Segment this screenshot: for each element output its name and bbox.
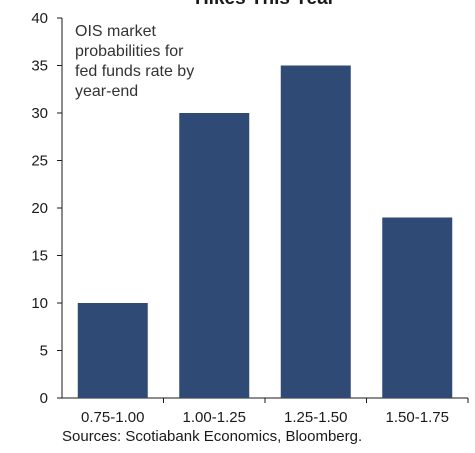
- bars: [77, 65, 453, 398]
- y-tick-label: 30: [31, 105, 48, 122]
- y-tick-label: 20: [31, 200, 48, 217]
- y-tick-label: 15: [31, 248, 48, 265]
- y-tick-label: 35: [31, 58, 48, 75]
- y-tick-labels: 0 5 10 15 20 25 30 35 40: [31, 10, 48, 407]
- y-tick-label: 10: [31, 295, 48, 312]
- x-tick-labels: 0.75-1.00 1.00-1.25 1.25-1.50 1.50-1.75: [81, 409, 449, 426]
- chart-title: Hikes This Year: [195, 0, 336, 9]
- y-tick-label: 25: [31, 153, 48, 170]
- bar: [382, 217, 453, 398]
- source-note: Sources: Scotiabank Economics, Bloomberg…: [62, 428, 363, 445]
- annotation-line: year-end: [75, 83, 139, 100]
- bar: [179, 113, 250, 398]
- bar: [280, 65, 351, 398]
- bar: [77, 303, 148, 398]
- annotation-line: OIS market: [75, 23, 156, 40]
- x-tick-label: 1.25-1.50: [284, 409, 347, 426]
- annotation-line: probabilities for: [75, 43, 184, 60]
- y-tick-label: 5: [40, 343, 48, 360]
- annotation-line: fed funds rate by: [75, 63, 195, 80]
- chart-annotation: OIS market probabilities for fed funds r…: [75, 22, 245, 102]
- x-tick-label: 1.00-1.25: [183, 409, 246, 426]
- x-tick-label: 0.75-1.00: [81, 409, 144, 426]
- y-tick-label: 40: [31, 10, 48, 27]
- y-tick-label: 0: [40, 390, 48, 407]
- x-tick-label: 1.50-1.75: [386, 409, 449, 426]
